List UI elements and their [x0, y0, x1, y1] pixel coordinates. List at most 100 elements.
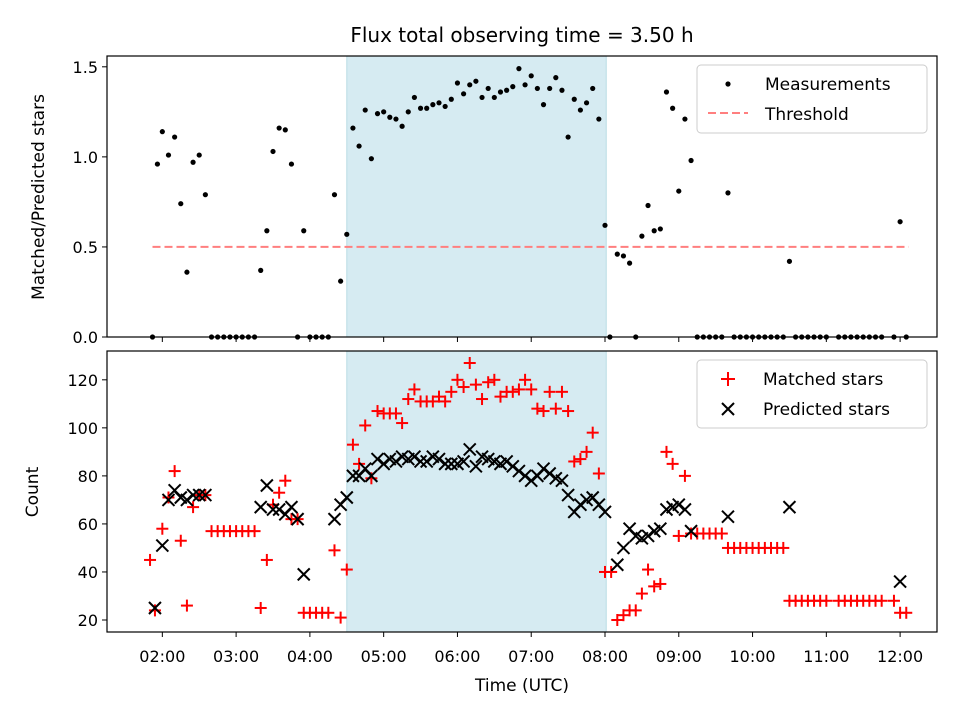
legend-measurements-label: Measurements — [765, 75, 891, 95]
predicted-star-point — [610, 558, 625, 572]
measurement-point — [596, 116, 602, 122]
bottom-legend: Matched stars Predicted stars — [696, 359, 928, 429]
measurement-point — [897, 219, 903, 225]
x-tick-label: 02:00 — [139, 647, 185, 666]
top-x-ticks — [161, 337, 901, 342]
matched-star-point — [900, 606, 913, 619]
measurement-point — [282, 127, 288, 133]
matched-star-point — [543, 385, 556, 398]
measurement-point — [190, 159, 196, 165]
bottom-x-axis: 02:00 03:00 04:00 05:00 06:00 07:00 08:00 09:00… — [139, 632, 923, 666]
matched-star-point — [260, 553, 273, 566]
measurement-point — [356, 143, 362, 149]
matched-star-point — [574, 453, 587, 466]
measurement-point — [424, 105, 430, 111]
matched-star-point — [506, 385, 519, 398]
matched-star-point — [162, 491, 175, 504]
matched-star-point — [777, 541, 790, 554]
measurement-point — [270, 148, 276, 155]
matched-star-point — [168, 465, 181, 478]
matched-star-point — [525, 383, 538, 396]
measurement-point — [467, 82, 473, 88]
measurement-point — [651, 228, 657, 234]
measurement-point — [528, 73, 534, 79]
bottom-legend-box — [696, 359, 928, 429]
measurement-point — [577, 107, 584, 113]
legend-threshold-label: Threshold — [764, 105, 849, 125]
top-y-axis-label: Matched/Predicted stars — [29, 94, 49, 300]
matched-star-point — [359, 419, 372, 432]
measurement-point — [288, 161, 295, 167]
predicted-star-point — [253, 500, 268, 514]
matched-star-point — [389, 407, 402, 420]
matched-star-point — [580, 445, 593, 458]
measurement-point — [430, 102, 436, 108]
measurement-point — [645, 202, 651, 209]
matched-star-point — [568, 455, 581, 468]
predicted-star-point — [186, 488, 200, 502]
measurement-point — [682, 116, 688, 122]
matched-star-point — [531, 402, 544, 415]
matched-star-point — [408, 383, 421, 396]
predicted-star-point — [148, 601, 162, 615]
matched-star-point — [457, 381, 470, 394]
legend-matched-marker — [721, 372, 735, 386]
measurement-point — [399, 123, 405, 129]
measurement-point — [442, 103, 448, 110]
predicted-star-point — [266, 502, 280, 517]
measurement-point — [258, 267, 264, 273]
predicted-star-point — [346, 469, 360, 483]
legend-measurements-marker — [725, 81, 731, 87]
chart-title: Flux total observing time = 3.50 h — [350, 23, 693, 47]
predicted-star-point — [555, 473, 569, 488]
y-tick-label: 0.5 — [73, 238, 98, 257]
measurement-point — [639, 233, 645, 239]
predicted-star-point — [616, 541, 631, 555]
predicted-star-point — [782, 500, 797, 514]
measurement-point — [381, 109, 387, 115]
predicted-star-point — [893, 574, 907, 589]
matched-star-point — [396, 417, 409, 430]
measurement-point — [178, 201, 184, 207]
measurement-point — [620, 253, 627, 259]
matched-star-point — [555, 385, 568, 398]
matched-star-point — [592, 467, 605, 480]
matched-star-point — [660, 445, 673, 458]
predicted-star-point — [327, 512, 342, 526]
measurement-point — [540, 102, 547, 108]
measurement-point — [553, 75, 559, 81]
matched-star-point — [328, 544, 341, 557]
predicted-star-point — [653, 522, 668, 536]
predicted-star-point — [561, 488, 575, 502]
predicted-star-point — [192, 488, 206, 502]
x-tick-label: 10:00 — [730, 647, 776, 666]
measurement-point — [344, 231, 350, 237]
measurement-point — [448, 96, 454, 102]
measurement-point — [510, 84, 516, 90]
matched-star-point — [488, 373, 501, 386]
bottom-marks — [144, 357, 913, 626]
matched-star-point — [642, 563, 655, 576]
matched-star-point — [586, 426, 599, 439]
measurement-point — [374, 111, 381, 117]
matched-star-point — [346, 438, 359, 451]
matched-star-point — [469, 378, 482, 391]
measurement-point — [602, 222, 608, 228]
matched-star-point — [648, 580, 661, 593]
measurement-point — [417, 105, 424, 111]
top-panel: 0.0 0.5 1.0 1.5 Matched/Predicted stars Mea… — [29, 55, 938, 347]
measurement-point — [670, 105, 676, 111]
measurement-point — [559, 87, 565, 93]
matched-star-point — [248, 525, 261, 538]
predicted-star-point — [260, 478, 274, 493]
matched-star-point — [672, 529, 685, 542]
legend-matched-label: Matched stars — [763, 370, 883, 390]
predicted-star-point — [290, 512, 305, 526]
matched-star-point — [666, 457, 679, 470]
matched-star-point — [340, 563, 353, 576]
bottom-panel: 20 40 60 80 100 120 02:00 03:00 04:00 05:00 06:00… — [23, 350, 938, 696]
matched-star-point — [482, 376, 495, 389]
measurement-point — [626, 260, 633, 266]
y-tick-label: 80 — [78, 467, 98, 486]
